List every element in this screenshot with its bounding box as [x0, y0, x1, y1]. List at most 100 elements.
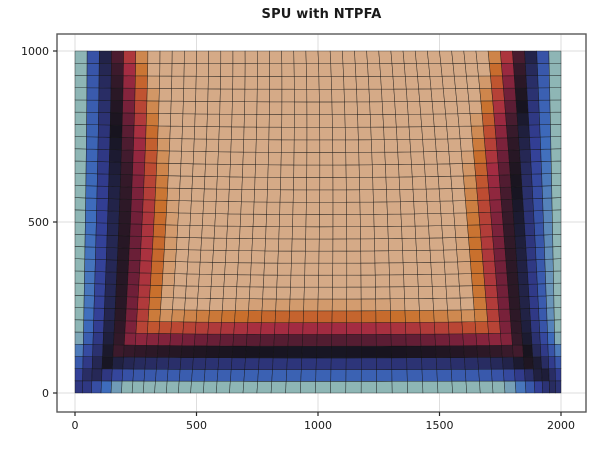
mesh-cell [552, 258, 562, 272]
mesh-cell [518, 296, 531, 310]
mesh-cell [131, 186, 145, 200]
mesh-cell [301, 345, 318, 359]
mesh-cell [147, 320, 161, 334]
mesh-cell [318, 76, 332, 90]
mesh-cell [439, 200, 455, 214]
mesh-cell [248, 286, 264, 300]
mesh-cell [183, 75, 197, 90]
mesh-cell [456, 100, 471, 115]
mesh-cell [543, 234, 554, 248]
mesh-cell [98, 87, 112, 101]
mesh-cell [123, 344, 136, 358]
mesh-cell [218, 345, 234, 359]
mesh-cell [216, 369, 232, 382]
mesh-cell [504, 100, 518, 114]
mesh-cell [388, 250, 404, 264]
mesh-cell [225, 250, 240, 263]
mesh-cell [518, 284, 530, 298]
mesh-cell [135, 320, 149, 334]
mesh-cell [432, 297, 448, 311]
mesh-cell [548, 380, 556, 394]
mesh-cell [448, 333, 464, 346]
mesh-cell [215, 188, 230, 202]
mesh-cell [240, 201, 255, 215]
mesh-cell [434, 333, 451, 347]
mesh-cell [539, 136, 552, 150]
x-tick-label: 2000 [547, 419, 575, 432]
mesh-cell [487, 174, 501, 189]
mesh-cell [419, 321, 436, 335]
mesh-cell [274, 310, 290, 323]
mesh-cell [425, 176, 440, 190]
mesh-cell [467, 224, 482, 238]
mesh-cell [179, 357, 194, 370]
mesh-cell [152, 236, 166, 250]
mesh-cell [217, 151, 232, 165]
mesh-cell [314, 381, 331, 394]
mesh-cell [495, 137, 509, 151]
mesh-cell [147, 308, 161, 322]
mesh-cell [98, 63, 112, 76]
mesh-cell [262, 286, 278, 300]
mesh-cell [534, 234, 545, 248]
mesh-cell [475, 333, 490, 346]
mesh-cell [250, 262, 265, 276]
mesh-cell [381, 101, 396, 115]
mesh-cell [391, 380, 408, 394]
mesh-cell [482, 260, 496, 274]
mesh-cell [134, 344, 147, 358]
mesh-cell [345, 164, 360, 178]
mesh-cell [463, 175, 477, 189]
mesh-cell [403, 286, 420, 299]
mesh-cell [219, 113, 233, 128]
x-tick-label: 0 [72, 419, 79, 432]
mesh-cell [205, 345, 221, 358]
mesh-cell [115, 284, 128, 298]
mesh-cell [227, 201, 242, 215]
mesh-cell [477, 199, 491, 213]
mesh-cell [267, 151, 282, 166]
mesh-cell [316, 334, 333, 347]
mesh-cell [162, 261, 176, 274]
mesh-cell [319, 114, 333, 128]
mesh-cell [106, 222, 120, 236]
mesh-cell [86, 124, 99, 138]
mesh-cell [528, 124, 541, 138]
mesh-cell [132, 149, 146, 164]
mesh-cell [157, 113, 172, 127]
mesh-cell [464, 63, 479, 77]
mesh-cell [499, 186, 513, 200]
mesh-cell [171, 75, 185, 89]
mesh-cell [425, 188, 441, 202]
mesh-cell [275, 286, 291, 300]
mesh-cell [281, 50, 295, 65]
mesh-cell [155, 175, 169, 189]
mesh-cell [375, 286, 391, 300]
mesh-cell [94, 259, 107, 273]
mesh-cell [196, 297, 211, 311]
mesh-cell [474, 162, 488, 176]
mesh-cell [373, 213, 389, 227]
mesh-cell [105, 271, 118, 285]
mesh-cell [438, 188, 454, 202]
mesh-cell [319, 101, 333, 115]
mesh-cell [146, 88, 160, 102]
mesh-cell [256, 101, 270, 115]
mesh-cell [497, 296, 511, 310]
mesh-cell [472, 297, 487, 310]
mesh-cell [346, 226, 361, 240]
mesh-cell [406, 101, 422, 115]
mesh-cell [166, 200, 180, 214]
mesh-cell [460, 150, 475, 164]
mesh-cell [390, 333, 407, 347]
mesh-cell [74, 246, 86, 260]
mesh-cell [146, 75, 160, 89]
mesh-cell [551, 172, 562, 186]
mesh-cell [192, 357, 207, 370]
mesh-cell [521, 332, 533, 346]
mesh-cell [261, 298, 277, 312]
mesh-cell [264, 250, 279, 264]
mesh-cell [513, 223, 526, 237]
mesh-cell [305, 63, 320, 77]
mesh-cell [395, 113, 410, 128]
